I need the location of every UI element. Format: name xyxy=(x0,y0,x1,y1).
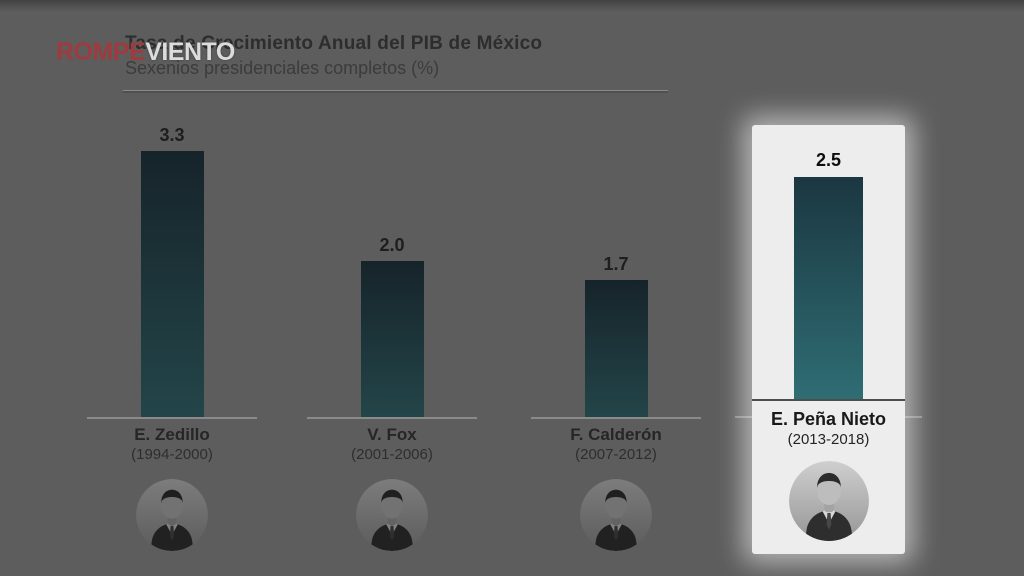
logo-text-viento: VIENTO xyxy=(145,38,235,66)
axis-line xyxy=(531,417,701,419)
bar-value-label: 1.7 xyxy=(603,254,629,274)
category-label: V. Fox xyxy=(367,425,417,444)
term-label: (1994-2000) xyxy=(131,446,213,463)
axis-line xyxy=(752,399,905,401)
bar-area: 2.0 xyxy=(360,110,424,417)
axis-line xyxy=(307,417,477,419)
portrait-avatar-icon xyxy=(136,479,208,551)
bar-fox xyxy=(360,261,424,417)
bar-area: 2.5 xyxy=(794,125,863,399)
category-label: E. Zedillo xyxy=(134,425,210,444)
term-label: (2001-2006) xyxy=(351,446,433,463)
bar-value-label: 3.3 xyxy=(159,125,185,145)
bar-group-zedillo: 3.3 E. Zedillo (1994-2000) xyxy=(87,110,257,551)
bar-pena-nieto xyxy=(794,177,863,399)
rompeviento-logo: ROMPEVIENTO xyxy=(56,38,235,67)
category-label: F. Calderón xyxy=(570,425,662,444)
axis-line-fragment xyxy=(905,416,922,418)
bar-value-label: 2.5 xyxy=(815,150,842,170)
bar-value-label: 2.0 xyxy=(379,235,405,255)
header-divider xyxy=(123,90,668,93)
president-photo-zedillo xyxy=(136,479,208,551)
term-label: (2007-2012) xyxy=(575,446,657,463)
portrait-avatar-icon xyxy=(788,461,869,541)
top-shade xyxy=(0,0,1024,12)
bar-group-fox: 2.0 V. Fox (2001-2006) xyxy=(307,110,477,551)
bar-calderon xyxy=(584,280,648,417)
president-photo-pena-nieto xyxy=(788,461,869,541)
bar-area: 3.3 xyxy=(140,110,204,417)
category-label: E. Peña Nieto xyxy=(770,409,887,429)
bar-zedillo xyxy=(140,151,204,417)
portrait-avatar-icon xyxy=(356,479,428,551)
term-label: (2013-2018) xyxy=(787,431,870,448)
axis-line xyxy=(87,417,257,419)
bar-area: 1.7 xyxy=(584,110,648,417)
highlight-panel-pena-nieto: 2.5 E. Peña Nieto (2013-2018) xyxy=(752,125,905,554)
chart-title: Tasa de Crecimiento Anual del PIB de Méx… xyxy=(125,33,543,54)
president-photo-fox xyxy=(356,479,428,551)
portrait-avatar-icon xyxy=(580,479,652,551)
axis-line-fragment xyxy=(735,416,752,418)
president-photo-calderon xyxy=(580,479,652,551)
logo-text-rompe: ROMPE xyxy=(56,38,146,66)
bar-group-calderon: 1.7 F. Calderón (2007-2012) xyxy=(531,110,701,551)
chart-subtitle: Sexenios presidenciales completos (%) xyxy=(125,58,440,78)
